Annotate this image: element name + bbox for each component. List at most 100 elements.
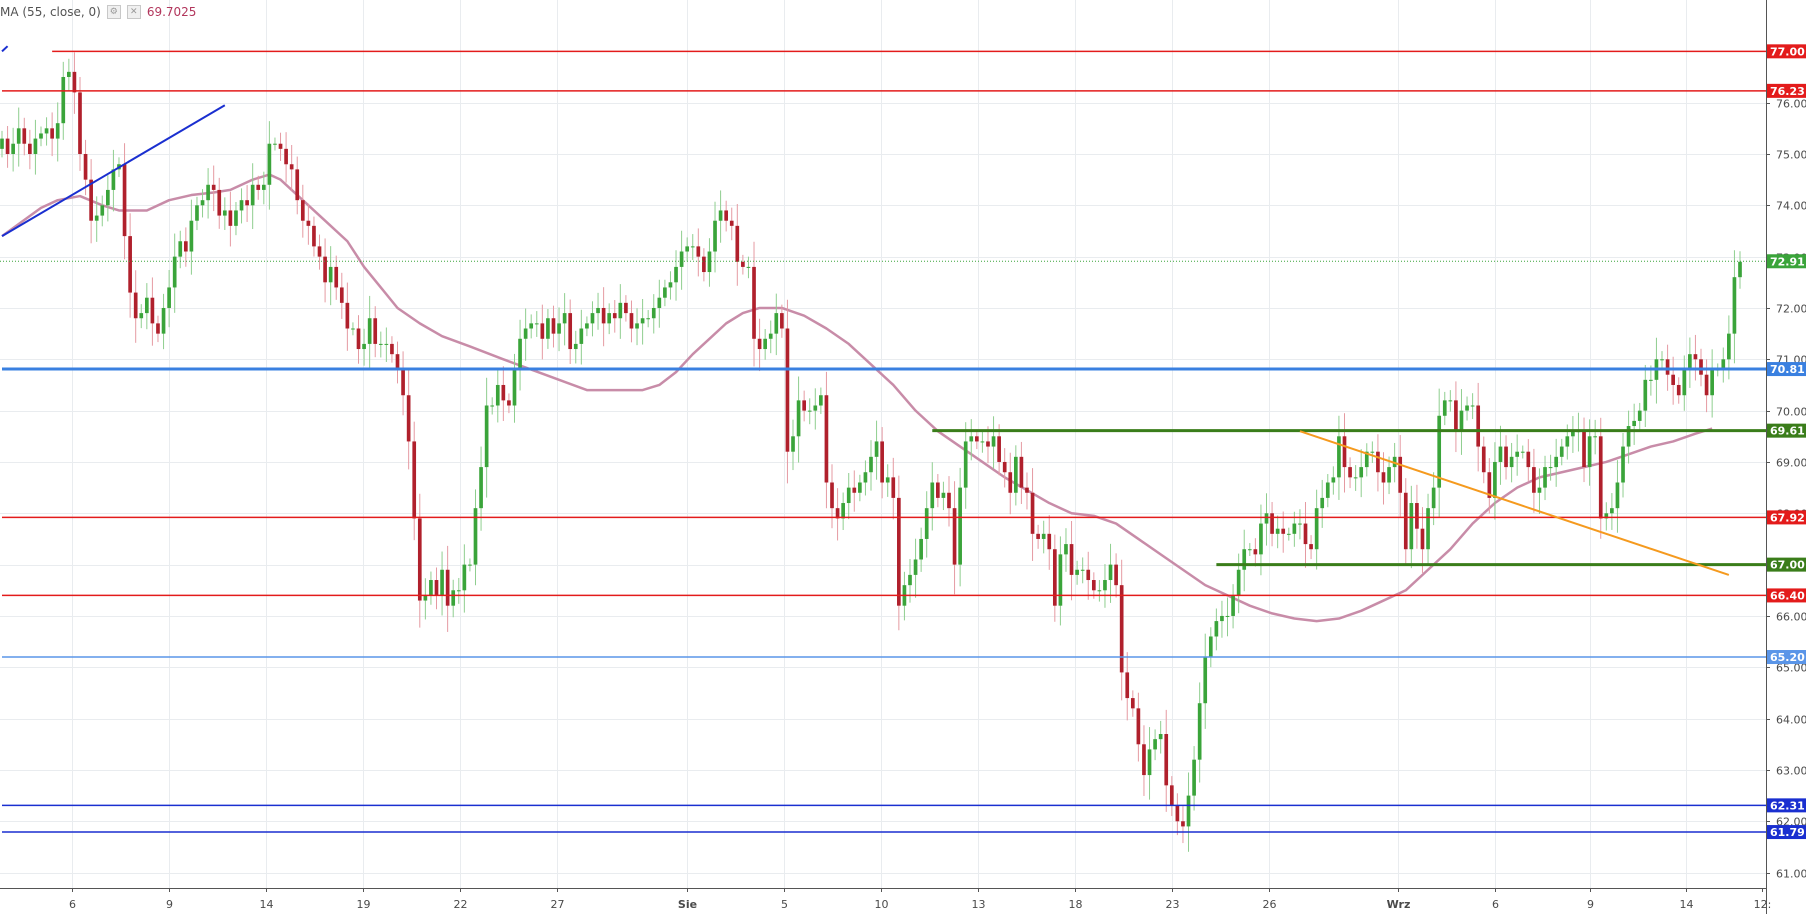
candle-body — [1520, 451, 1525, 453]
candle — [573, 330, 578, 364]
candle — [245, 185, 249, 222]
x-tick-label: 12: — [1754, 898, 1772, 911]
candle-body — [78, 92, 82, 154]
candle — [406, 369, 411, 470]
candle-body — [1220, 615, 1224, 622]
candle-body — [356, 328, 361, 350]
candle — [1169, 776, 1174, 817]
price-axis-bg[interactable] — [1766, 0, 1806, 914]
candle-body — [468, 564, 472, 566]
candle — [1621, 432, 1625, 498]
candle-body — [328, 266, 333, 283]
candle-body — [724, 210, 729, 221]
x-tick-label: 27 — [551, 898, 565, 911]
candle — [796, 376, 801, 463]
candle-body — [334, 266, 339, 288]
candle-body — [501, 384, 506, 401]
candle-body — [456, 590, 461, 592]
price-level-label: 61.79 — [1770, 826, 1805, 839]
candle — [690, 234, 695, 260]
candle — [1699, 348, 1703, 387]
candle-body — [958, 487, 962, 565]
candle-body — [1158, 734, 1163, 740]
candle — [1676, 377, 1681, 404]
candle-body — [780, 313, 784, 329]
indicator-legend: MA (55, close, 0) ⚙ ✕ 69.7025 — [0, 5, 196, 19]
candle — [835, 488, 840, 541]
trendline[interactable] — [1, 45, 9, 53]
candle-body — [1353, 477, 1358, 479]
candle — [679, 230, 684, 290]
candle-body — [551, 318, 556, 334]
candle-body — [222, 210, 227, 216]
candle — [518, 319, 522, 391]
candle-body — [629, 313, 634, 329]
candle-body — [1515, 451, 1520, 457]
candle-body — [612, 313, 617, 319]
candle-body — [362, 343, 366, 350]
candle — [685, 237, 690, 262]
candle — [1532, 448, 1536, 513]
candle-body — [1649, 379, 1653, 381]
candle-body — [746, 266, 751, 268]
candle — [757, 318, 762, 372]
candle-body — [1270, 513, 1274, 534]
candle — [1403, 478, 1408, 566]
candle-body — [590, 313, 595, 324]
candle-body — [1086, 569, 1091, 581]
candle-body — [1632, 420, 1636, 427]
candle — [1688, 337, 1692, 388]
candle-body — [718, 210, 723, 221]
candle — [1582, 417, 1586, 483]
candle — [1242, 529, 1247, 592]
candle-body — [713, 220, 717, 252]
trendline[interactable] — [1299, 430, 1730, 576]
candle-body — [863, 472, 868, 483]
y-tick-label: 72.00 — [1776, 303, 1806, 316]
price-level-badge — [1767, 588, 1806, 603]
candle-body — [429, 580, 433, 596]
candle-body — [300, 200, 305, 221]
ma55-line[interactable] — [1, 173, 1713, 623]
candle-body — [1465, 405, 1469, 411]
candle-body — [1593, 436, 1598, 438]
candle — [183, 227, 188, 267]
candle — [651, 294, 656, 334]
candle-body — [1064, 544, 1068, 555]
candle-body — [206, 184, 210, 201]
candle-body — [1387, 467, 1391, 483]
candles-layer — [0, 52, 1742, 852]
candle — [713, 201, 717, 273]
candle — [395, 341, 400, 384]
candle-body — [807, 410, 812, 412]
candle-body — [1415, 503, 1419, 529]
candle — [161, 293, 166, 350]
candle — [351, 322, 355, 336]
close-icon[interactable]: ✕ — [126, 5, 141, 19]
candle-body — [239, 200, 244, 211]
candle — [869, 440, 873, 491]
candle — [239, 188, 244, 224]
candle-body — [289, 164, 294, 170]
price-level-badge — [1767, 557, 1806, 572]
candle-body — [1370, 451, 1375, 453]
gear-icon[interactable]: ⚙ — [106, 5, 121, 19]
candle-body — [1420, 528, 1425, 550]
candle — [1381, 452, 1386, 505]
candle-body — [880, 441, 884, 483]
candle — [1036, 524, 1040, 549]
candle — [1158, 720, 1163, 754]
candle — [334, 255, 339, 300]
candle — [1571, 416, 1575, 453]
y-tick-label: 76.00 — [1776, 98, 1806, 111]
candle — [897, 475, 901, 631]
candle — [189, 199, 194, 275]
candle-body — [1298, 523, 1302, 525]
trendline[interactable] — [1, 104, 226, 237]
candle — [1387, 456, 1391, 495]
candle — [1025, 472, 1029, 510]
candle-body — [557, 323, 561, 334]
